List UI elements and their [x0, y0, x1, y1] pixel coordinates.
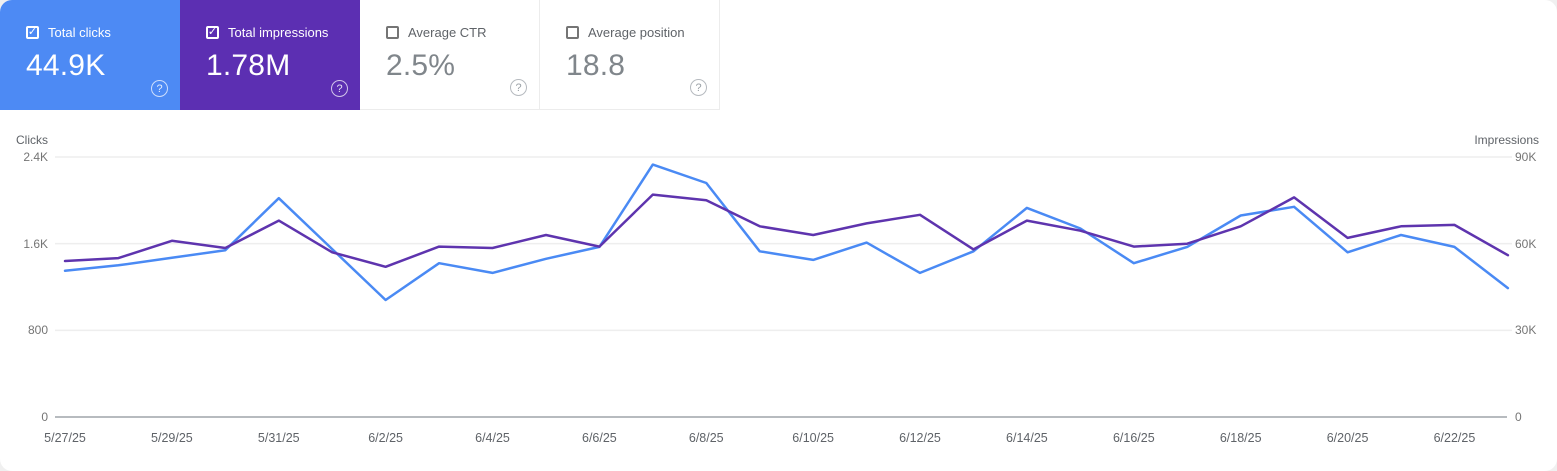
x-axis-tick: 6/20/25	[1326, 431, 1369, 445]
card-total-impressions[interactable]: ✓ Total impressions 1.78M ?	[180, 0, 360, 110]
metric-cards: ✓ Total clicks 44.9K ? ✓ Total impressio…	[0, 0, 720, 110]
x-axis-tick: 6/4/25	[475, 431, 510, 445]
x-axis-tick: 6/6/25	[582, 431, 617, 445]
card-value: 1.78M	[206, 49, 291, 82]
y-axis-tick-left: 800	[27, 323, 48, 338]
x-axis-tick: 5/27/25	[44, 431, 86, 445]
card-value: 44.9K	[26, 49, 106, 82]
clicks-line	[63, 163, 1510, 302]
card-label: Average CTR	[408, 25, 487, 40]
card-average-ctr[interactable]: ✓ Average CTR 2.5% ?	[360, 0, 540, 110]
card-label: Total clicks	[48, 25, 111, 40]
help-icon[interactable]: ?	[151, 80, 168, 97]
checkbox-unchecked-icon[interactable]: ✓	[566, 26, 579, 39]
right-axis-title: Impressions	[1474, 133, 1539, 147]
card-label: Average position	[588, 25, 685, 40]
x-axis-tick: 6/14/25	[1006, 431, 1048, 445]
x-axis-tick: 6/2/25	[368, 431, 403, 445]
checkbox-checked-icon[interactable]: ✓	[26, 26, 39, 39]
card-checkbox-row: ✓ Total impressions	[206, 25, 360, 40]
y-axis-tick-left: 0	[41, 410, 48, 424]
card-label: Total impressions	[228, 25, 329, 40]
card-total-clicks[interactable]: ✓ Total clicks 44.9K ?	[0, 0, 180, 110]
help-icon[interactable]: ?	[690, 79, 707, 96]
card-checkbox-row: ✓ Average position	[566, 25, 719, 40]
card-value: 2.5%	[386, 49, 456, 82]
card-value: 18.8	[566, 49, 626, 82]
x-axis-tick: 6/22/25	[1433, 431, 1476, 445]
x-axis-tick: 6/16/25	[1112, 431, 1155, 445]
x-axis-tick: 5/31/25	[257, 431, 300, 445]
y-axis-tick-left: 1.6K	[23, 236, 48, 251]
y-axis-tick-right: 30K	[1515, 323, 1537, 338]
x-axis-tick: 6/10/25	[792, 431, 835, 445]
help-icon[interactable]: ?	[510, 79, 527, 96]
y-axis-tick-right: 0	[1515, 410, 1522, 424]
card-checkbox-row: ✓ Average CTR	[386, 25, 539, 40]
checkbox-checked-icon[interactable]: ✓	[206, 26, 219, 39]
x-axis-tick: 6/18/25	[1219, 431, 1262, 445]
help-icon[interactable]: ?	[331, 80, 348, 97]
y-axis-tick-left: 2.4K	[23, 150, 48, 164]
x-axis-tick: 6/8/25	[688, 431, 724, 445]
card-checkbox-row: ✓ Total clicks	[26, 25, 180, 40]
y-axis-tick-right: 60K	[1515, 236, 1537, 251]
impressions-line	[63, 193, 1510, 269]
left-axis-title: Clicks	[16, 133, 48, 147]
x-axis-tick: 6/12/25	[899, 431, 941, 445]
x-axis-tick: 5/29/25	[151, 431, 193, 445]
card-average-position[interactable]: ✓ Average position 18.8 ?	[540, 0, 720, 110]
checkbox-unchecked-icon[interactable]: ✓	[386, 26, 399, 39]
y-axis-tick-right: 90K	[1515, 150, 1537, 164]
